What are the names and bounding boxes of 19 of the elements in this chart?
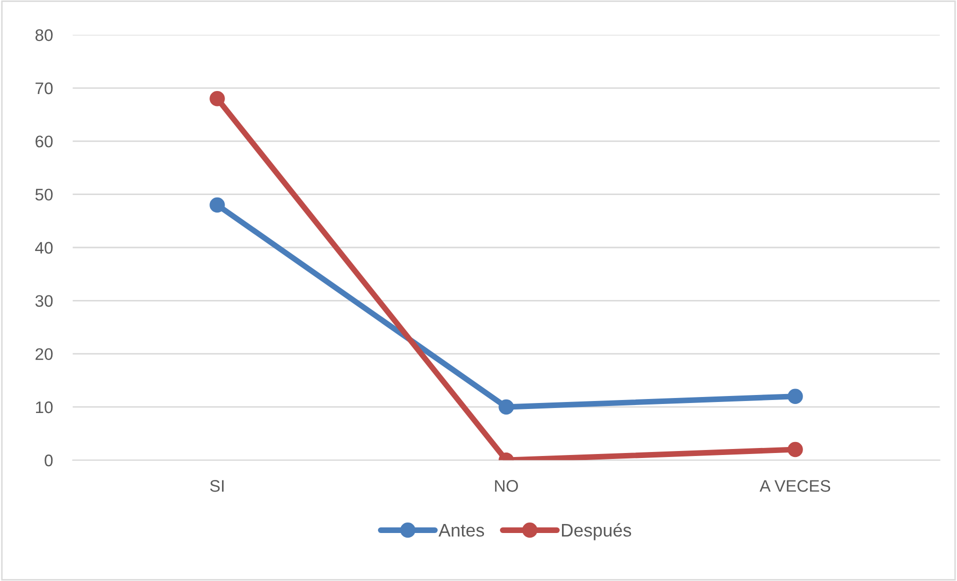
point bbox=[788, 388, 803, 404]
point bbox=[210, 197, 225, 213]
y-tick-label: 60 bbox=[36, 136, 53, 148]
y-tick-label: 80 bbox=[35, 29, 53, 42]
y-tick-label: 40 bbox=[35, 242, 53, 254]
point bbox=[210, 91, 225, 106]
point bbox=[498, 399, 514, 415]
y-tick-label: 30 bbox=[35, 295, 53, 307]
y-tick-label: 70 bbox=[36, 82, 53, 94]
y-tick-label: 0 bbox=[44, 454, 53, 466]
y-tick-label: 20 bbox=[36, 348, 53, 360]
x-tick-label: NO bbox=[495, 480, 518, 492]
x-tick-label: SI bbox=[210, 480, 224, 492]
y-tick-label: 10 bbox=[36, 401, 53, 414]
legend-label: Antes bbox=[438, 524, 484, 537]
legend-label: Después bbox=[562, 523, 632, 540]
point bbox=[788, 442, 803, 458]
x-tick-label: A VECES bbox=[760, 480, 830, 492]
y-tick-label: 50 bbox=[35, 188, 53, 201]
